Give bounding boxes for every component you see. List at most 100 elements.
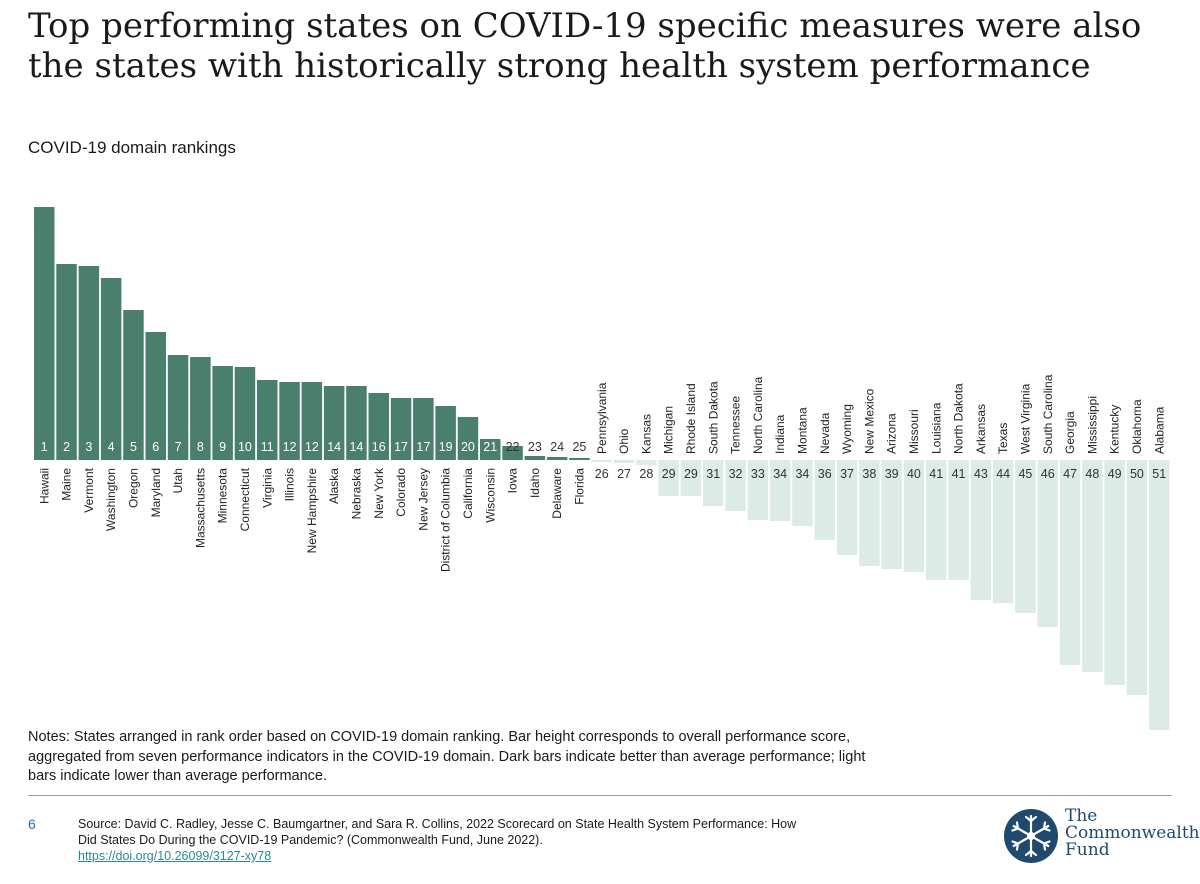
state-label: Arkansas bbox=[974, 404, 988, 454]
page-number: 6 bbox=[28, 816, 36, 832]
state-label: Alaska bbox=[327, 468, 341, 504]
state-label: Maryland bbox=[149, 468, 163, 517]
snowflake-emblem-icon bbox=[1004, 809, 1058, 863]
state-label: Kentucky bbox=[1108, 405, 1122, 454]
bar bbox=[1126, 460, 1148, 695]
state-label: Idaho bbox=[528, 468, 542, 498]
bar bbox=[56, 264, 77, 460]
bar bbox=[257, 380, 278, 460]
bar bbox=[145, 332, 166, 460]
state-label: Pennsylvania bbox=[595, 382, 609, 454]
bar bbox=[524, 456, 546, 460]
state-label: Maine bbox=[60, 468, 74, 501]
rank-label: 10 bbox=[238, 440, 252, 454]
rank-label: 5 bbox=[130, 440, 137, 454]
chart-title: Top performing states on COVID-19 specif… bbox=[28, 6, 1142, 86]
rank-label: 14 bbox=[349, 440, 363, 454]
state-label: Mississippi bbox=[1085, 396, 1099, 454]
bar bbox=[323, 386, 345, 460]
state-label: New York bbox=[372, 467, 386, 519]
state-label: Hawaii bbox=[37, 468, 51, 504]
bar-chart: 1 Hawaii 2 Maine 3 Vermont 4 Washington 5 Oregon 6… bbox=[34, 207, 1170, 730]
rank-label: 24 bbox=[550, 440, 564, 454]
state-label: Minnesota bbox=[216, 468, 230, 524]
state-label: District of Columbia bbox=[439, 468, 453, 572]
bar bbox=[836, 460, 858, 555]
chart-subtitle: COVID-19 domain rankings bbox=[28, 138, 236, 157]
bar bbox=[413, 398, 434, 460]
state-label: Virginia bbox=[260, 468, 274, 508]
state-label: Arizona bbox=[885, 413, 899, 454]
state-label: Iowa bbox=[506, 468, 520, 494]
rank-label: 22 bbox=[506, 440, 520, 454]
rank-label: 44 bbox=[996, 467, 1010, 481]
rank-label: 29 bbox=[662, 467, 676, 481]
bar bbox=[613, 460, 635, 463]
rank-label: 20 bbox=[461, 440, 475, 454]
logo-line-3: Fund bbox=[1065, 840, 1110, 860]
rank-label: 51 bbox=[1152, 467, 1166, 481]
bar bbox=[591, 460, 612, 462]
rank-label: 9 bbox=[219, 440, 226, 454]
bar bbox=[747, 460, 769, 520]
rank-label: 38 bbox=[862, 467, 876, 481]
state-label: Kansas bbox=[639, 414, 653, 454]
state-label: Rhode Island bbox=[684, 383, 698, 454]
state-label: Utah bbox=[171, 468, 185, 493]
state-label: Missouri bbox=[907, 409, 921, 454]
bar bbox=[1149, 460, 1170, 730]
state-label: Washington bbox=[104, 468, 118, 531]
bar bbox=[234, 367, 256, 460]
bar bbox=[725, 460, 746, 511]
state-label: Ohio bbox=[617, 428, 631, 454]
rank-label: 29 bbox=[684, 467, 698, 481]
bar bbox=[480, 439, 501, 460]
rank-label: 7 bbox=[175, 440, 182, 454]
state-label: New Mexico bbox=[862, 388, 876, 454]
bar bbox=[78, 266, 100, 460]
bar bbox=[992, 460, 1014, 603]
rank-label: 23 bbox=[528, 440, 542, 454]
rank-label: 3 bbox=[85, 440, 92, 454]
bar bbox=[903, 460, 925, 572]
rank-label: 4 bbox=[108, 440, 115, 454]
state-label: Michigan bbox=[662, 406, 676, 454]
state-label: Georgia bbox=[1063, 411, 1077, 454]
state-label: Alabama bbox=[1152, 406, 1166, 454]
chart-notes: Notes: States arranged in rank order bas… bbox=[28, 729, 866, 784]
source-text: Source: David C. Radley, Jesse C. Baumga… bbox=[78, 817, 797, 847]
state-label: Louisiana bbox=[929, 402, 943, 454]
rank-label: 21 bbox=[483, 440, 497, 454]
rank-label: 41 bbox=[952, 467, 966, 481]
bar bbox=[1059, 460, 1081, 665]
rank-label: 2 bbox=[63, 440, 70, 454]
rank-label: 17 bbox=[416, 440, 430, 454]
rank-label: 34 bbox=[795, 467, 809, 481]
bar bbox=[390, 398, 412, 460]
rank-label: 48 bbox=[1085, 467, 1099, 481]
bar bbox=[859, 460, 880, 566]
rank-label: 16 bbox=[372, 440, 386, 454]
rank-label: 49 bbox=[1108, 467, 1122, 481]
logo-line-1: The bbox=[1065, 806, 1098, 826]
state-label: North Carolina bbox=[751, 376, 765, 454]
bar bbox=[636, 460, 657, 465]
rank-label: 1 bbox=[41, 440, 48, 454]
rank-label: 41 bbox=[929, 467, 943, 481]
rank-label: 46 bbox=[1041, 467, 1055, 481]
bar bbox=[435, 406, 456, 460]
state-label: Indiana bbox=[773, 414, 787, 454]
state-label: Texas bbox=[996, 423, 1010, 454]
state-label: California bbox=[461, 468, 475, 519]
state-label: Wyoming bbox=[840, 404, 854, 454]
bar bbox=[368, 393, 389, 460]
state-label: Connecticut bbox=[238, 467, 252, 531]
doi-link[interactable]: https://doi.org/10.26099/3127-xy78 bbox=[78, 849, 272, 863]
rank-label: 19 bbox=[439, 440, 453, 454]
bar bbox=[792, 460, 813, 526]
rank-label: 37 bbox=[840, 467, 854, 481]
bar bbox=[301, 382, 323, 460]
bar bbox=[703, 460, 724, 506]
bar bbox=[658, 460, 679, 496]
bar bbox=[1082, 460, 1103, 672]
